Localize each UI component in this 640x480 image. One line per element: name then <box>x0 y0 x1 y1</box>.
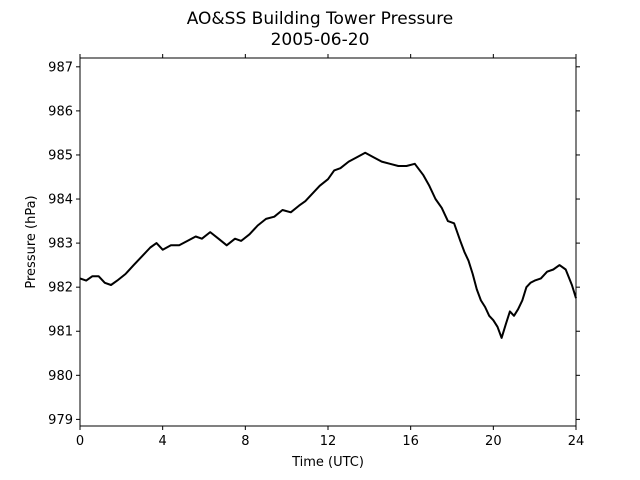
y-tick-label-6: 985 <box>48 148 73 163</box>
chart-title: AO&SS Building Tower Pressure <box>187 9 454 29</box>
y-tick-label-2: 981 <box>48 325 73 340</box>
chart-subtitle: 2005-06-20 <box>271 30 370 50</box>
x-tick-label-0: 0 <box>76 434 84 449</box>
x-tick-label-4: 16 <box>402 434 419 449</box>
y-tick-label-1: 980 <box>48 369 73 384</box>
y-tick-label-8: 987 <box>48 60 73 75</box>
y-tick-label-4: 983 <box>48 237 73 252</box>
x-tick-label-2: 8 <box>241 434 249 449</box>
y-tick-label-3: 982 <box>48 281 73 296</box>
x-tick-label-5: 20 <box>485 434 502 449</box>
y-tick-label-7: 986 <box>48 104 73 119</box>
x-tick-label-6: 24 <box>568 434 585 449</box>
x-tick-label-1: 4 <box>159 434 167 449</box>
x-tick-label-3: 12 <box>320 434 337 449</box>
y-axis-label: Pressure (hPa) <box>24 195 39 288</box>
axis-tick-labels: 0 4 8 12 16 20 24 979 980 981 982 983 984 985 986 987 <box>48 60 584 449</box>
pressure-series-line <box>79 151 577 339</box>
axis-ticks <box>76 54 580 430</box>
y-tick-label-0: 979 <box>48 413 73 428</box>
x-axis-label: Time (UTC) <box>291 455 364 470</box>
plot-area-frame <box>79 57 577 427</box>
y-tick-label-5: 984 <box>48 193 73 208</box>
